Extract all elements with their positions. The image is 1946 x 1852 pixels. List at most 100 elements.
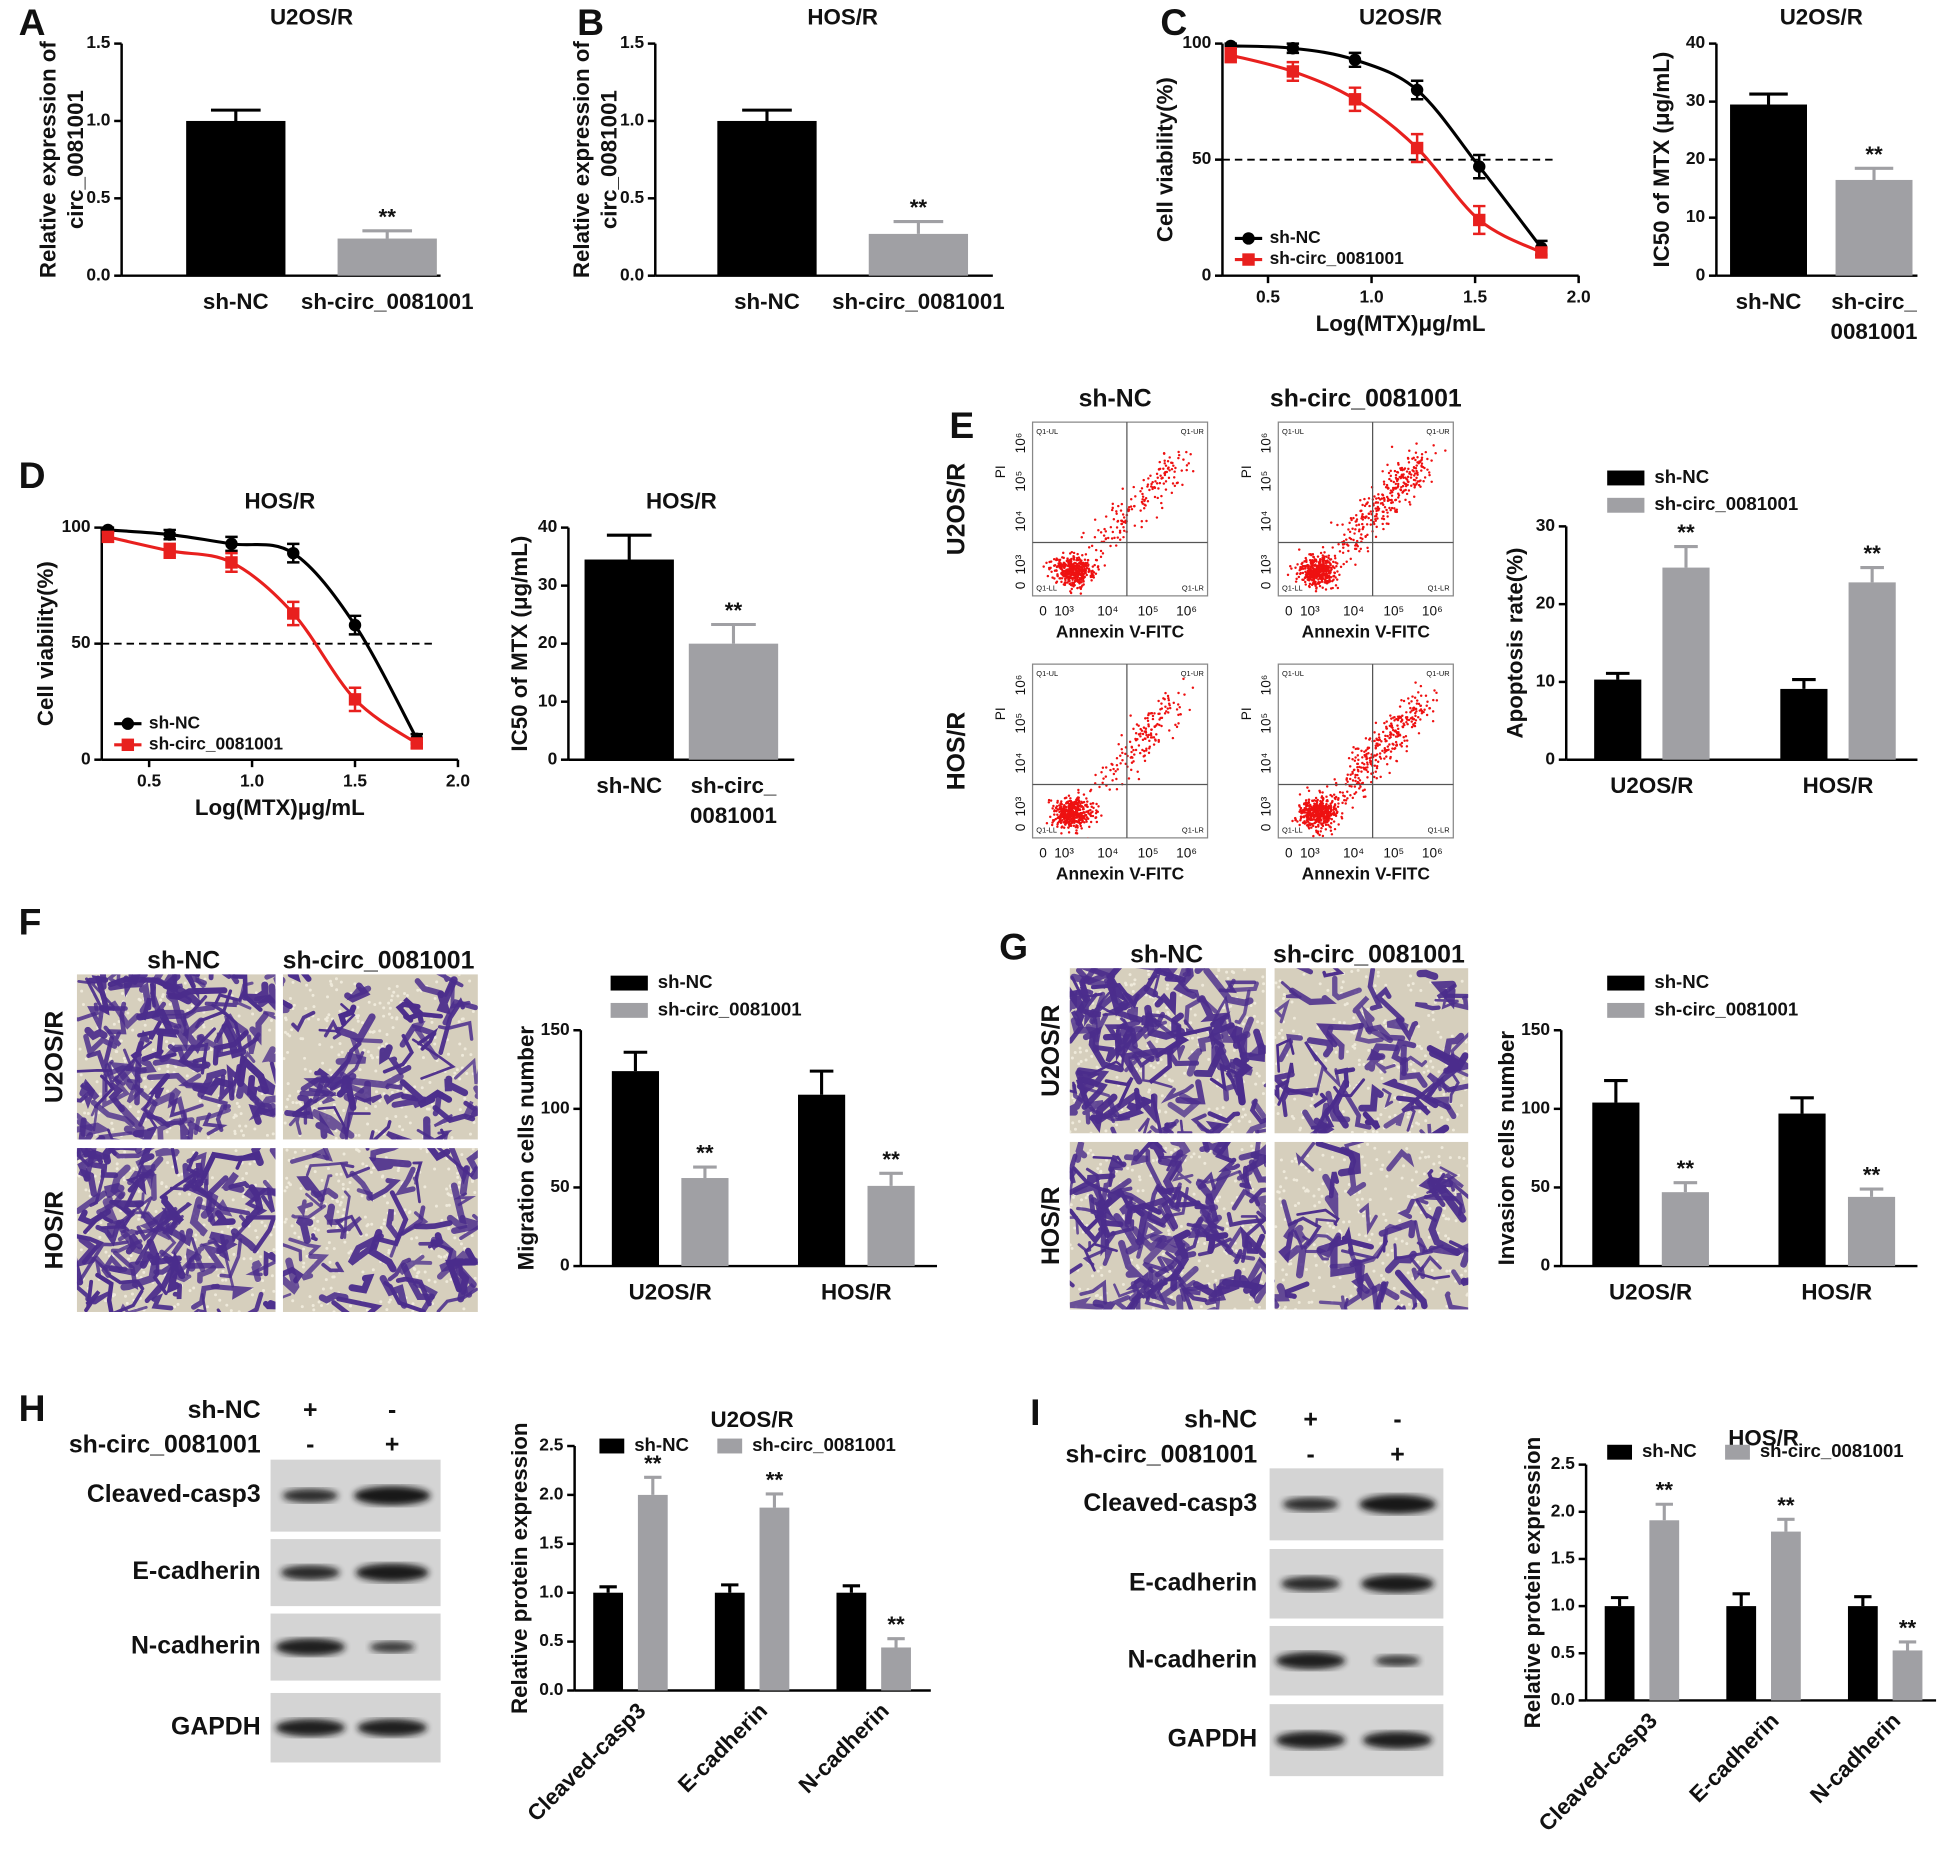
flow-dot xyxy=(1361,523,1363,525)
flow-dot xyxy=(1330,826,1332,828)
y-tick-label: 0 xyxy=(548,748,558,768)
flow-dot xyxy=(1083,793,1085,795)
x-axis-label: Log(MTX)μg/mL xyxy=(1316,311,1486,336)
pore xyxy=(374,1069,377,1072)
flow-dot xyxy=(1329,572,1331,574)
y-tick-label: 1.0 xyxy=(1551,1595,1575,1615)
flow-dot xyxy=(1079,577,1081,579)
flow-dot xyxy=(1121,752,1123,754)
pore xyxy=(1167,1013,1170,1016)
flow-dot xyxy=(1312,835,1314,837)
pore xyxy=(123,1151,126,1154)
pore xyxy=(342,1109,345,1112)
flow-dot xyxy=(1420,685,1422,687)
flow-dot xyxy=(1294,566,1296,568)
pore xyxy=(1233,1049,1236,1052)
x-tick-label: HOS/R xyxy=(1803,773,1874,798)
flow-dot xyxy=(1069,803,1071,805)
pore xyxy=(337,1179,340,1182)
pore xyxy=(445,1188,448,1191)
pore xyxy=(330,984,333,987)
flow-dot xyxy=(1387,745,1389,747)
flow-dot xyxy=(1296,572,1298,574)
flow-dot xyxy=(1360,770,1362,772)
y-axis-label: IC50 of MTX (μg/mL) xyxy=(1649,52,1674,268)
pore xyxy=(1124,982,1127,985)
flow-dot xyxy=(1330,567,1332,569)
flow-dot xyxy=(1139,752,1141,754)
pore xyxy=(1071,1121,1074,1124)
flow-dot xyxy=(1309,583,1311,585)
flow-dot xyxy=(1164,712,1166,714)
flow-dot xyxy=(1314,585,1316,587)
y-tick-label: 50 xyxy=(1192,148,1211,168)
flow-dot xyxy=(1319,812,1321,814)
pore xyxy=(232,1198,235,1201)
pore xyxy=(264,1224,267,1227)
cell xyxy=(356,989,368,994)
flow-dot xyxy=(1066,821,1068,823)
flow-dot xyxy=(1328,579,1330,581)
pore xyxy=(282,1057,285,1060)
flow-dot xyxy=(1354,756,1356,758)
bar xyxy=(593,1593,623,1691)
pore xyxy=(87,1112,90,1115)
flow-dot xyxy=(1375,497,1377,499)
flow-dot xyxy=(1092,815,1094,817)
flow-dot xyxy=(1319,815,1321,817)
flow-dot xyxy=(1401,469,1403,471)
flow-dot xyxy=(1086,800,1088,802)
pore xyxy=(1253,1002,1256,1005)
pore xyxy=(188,1193,191,1196)
pore xyxy=(1119,1057,1122,1060)
flow-dot xyxy=(1361,762,1363,764)
flow-dot xyxy=(1158,712,1160,714)
flow-dot xyxy=(1088,826,1090,828)
flow-dot xyxy=(1311,573,1313,575)
error-bar xyxy=(742,110,792,121)
pore xyxy=(272,1290,275,1293)
pore xyxy=(256,1236,259,1239)
pore xyxy=(99,1093,102,1096)
flow-dot xyxy=(1177,722,1179,724)
pore xyxy=(1132,990,1135,993)
bar xyxy=(338,239,437,276)
flow-dot xyxy=(1391,491,1393,493)
pore xyxy=(458,1020,461,1023)
pore xyxy=(80,1248,83,1251)
flow-dot xyxy=(1163,462,1165,464)
flow-dot xyxy=(1374,507,1376,509)
pore xyxy=(1258,1075,1261,1078)
flow-dot xyxy=(1079,814,1081,816)
flow-dot xyxy=(1311,823,1313,825)
pore xyxy=(251,1012,254,1015)
y-tick-label: 1.0 xyxy=(539,1581,563,1601)
x-tick-label: 10³ xyxy=(1300,604,1320,619)
y-tick-label: 10⁶ xyxy=(1013,675,1028,696)
flow-dot xyxy=(1076,809,1078,811)
flow-dot xyxy=(1070,818,1072,820)
flow-dot xyxy=(1164,471,1166,473)
flow-dot xyxy=(1181,469,1183,471)
y-axis-label: Cell viability(%) xyxy=(1153,77,1178,242)
pore xyxy=(459,1108,462,1111)
flow-dot xyxy=(1333,793,1335,795)
flow-dot xyxy=(1110,526,1112,528)
flow-dot xyxy=(1144,760,1146,762)
y-tick-label: 10³ xyxy=(1013,554,1028,574)
pore xyxy=(361,1162,364,1165)
flow-dot xyxy=(1116,768,1118,770)
pore xyxy=(297,1236,300,1239)
flow-dot xyxy=(1147,720,1149,722)
pore xyxy=(1147,1091,1150,1094)
pore xyxy=(382,1015,385,1018)
flow-dot xyxy=(1390,480,1392,482)
bar xyxy=(681,1178,728,1266)
legend-label: sh-NC xyxy=(149,712,201,732)
error-bar xyxy=(887,1639,904,1648)
pore xyxy=(96,1080,99,1083)
flow-dot xyxy=(1298,576,1300,578)
flow-dot xyxy=(1153,712,1155,714)
flow-dot xyxy=(1351,758,1353,760)
y-tick-label: 10⁴ xyxy=(1259,753,1274,774)
